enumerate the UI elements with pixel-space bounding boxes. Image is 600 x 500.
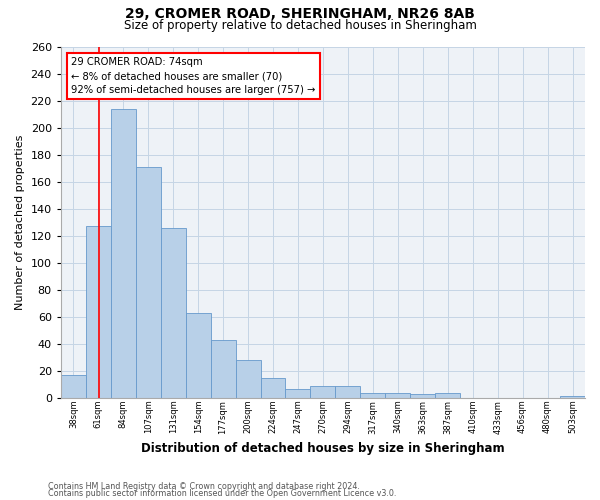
- Bar: [310, 386, 335, 398]
- Bar: [335, 386, 361, 398]
- Bar: [111, 108, 136, 399]
- Bar: [361, 393, 385, 398]
- Bar: [211, 340, 236, 398]
- Text: Contains HM Land Registry data © Crown copyright and database right 2024.: Contains HM Land Registry data © Crown c…: [48, 482, 360, 491]
- Bar: [286, 389, 310, 398]
- Bar: [236, 360, 260, 399]
- Bar: [161, 228, 185, 398]
- Bar: [260, 378, 286, 398]
- Text: Contains public sector information licensed under the Open Government Licence v3: Contains public sector information licen…: [48, 489, 397, 498]
- Text: 29 CROMER ROAD: 74sqm
← 8% of detached houses are smaller (70)
92% of semi-detac: 29 CROMER ROAD: 74sqm ← 8% of detached h…: [71, 57, 316, 95]
- Bar: [435, 393, 460, 398]
- Text: 29, CROMER ROAD, SHERINGHAM, NR26 8AB: 29, CROMER ROAD, SHERINGHAM, NR26 8AB: [125, 8, 475, 22]
- Bar: [86, 226, 111, 398]
- X-axis label: Distribution of detached houses by size in Sheringham: Distribution of detached houses by size …: [141, 442, 505, 455]
- Y-axis label: Number of detached properties: Number of detached properties: [15, 134, 25, 310]
- Bar: [560, 396, 585, 398]
- Bar: [185, 313, 211, 398]
- Bar: [385, 393, 410, 398]
- Bar: [410, 394, 435, 398]
- Bar: [61, 376, 86, 398]
- Text: Size of property relative to detached houses in Sheringham: Size of property relative to detached ho…: [124, 19, 476, 32]
- Bar: [136, 167, 161, 398]
